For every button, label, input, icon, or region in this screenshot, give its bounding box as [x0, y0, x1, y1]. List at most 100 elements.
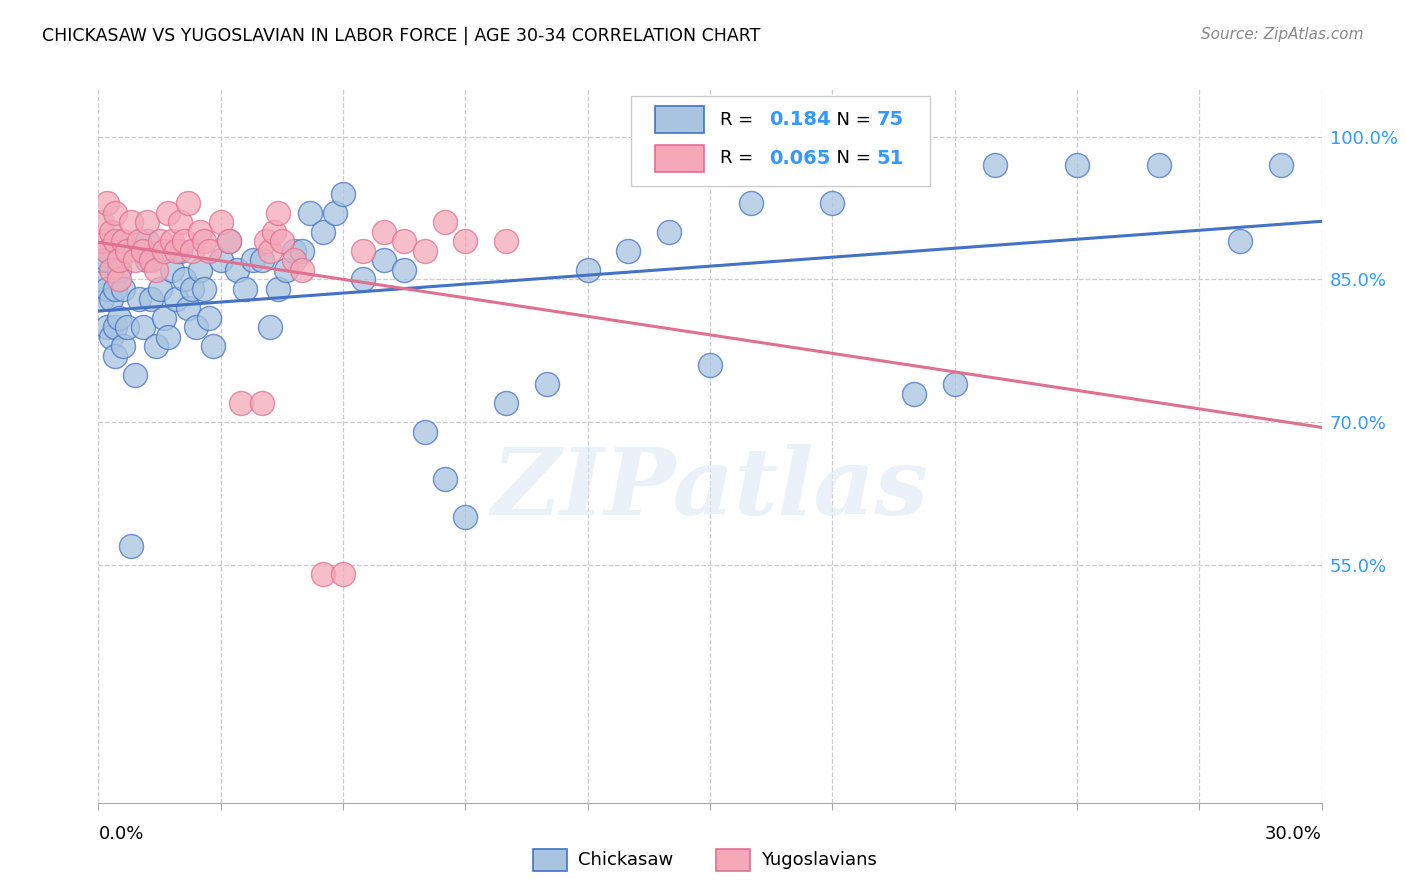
Point: [104, 206, 127, 220]
Point: [254, 235, 277, 249]
Point: [141, 253, 163, 268]
Point: [984, 158, 1007, 172]
Point: [91, 272, 114, 286]
Text: Chickasaw: Chickasaw: [578, 851, 673, 869]
Point: [250, 396, 273, 410]
Point: [104, 235, 127, 249]
Point: [104, 349, 127, 363]
Point: [173, 272, 195, 286]
Point: [283, 244, 305, 258]
Point: [495, 396, 517, 410]
Point: [96, 320, 118, 334]
Point: [149, 282, 172, 296]
Point: [454, 510, 477, 524]
Point: [270, 235, 294, 249]
Point: [1066, 158, 1088, 172]
Text: R =: R =: [720, 150, 759, 168]
Point: [188, 263, 212, 277]
FancyBboxPatch shape: [630, 96, 931, 186]
Point: [1229, 235, 1251, 249]
Point: [193, 282, 215, 296]
Point: [780, 158, 803, 172]
Point: [1270, 158, 1292, 172]
Point: [283, 253, 305, 268]
Point: [100, 292, 122, 306]
Point: [209, 253, 232, 268]
Point: [120, 539, 142, 553]
Point: [96, 196, 118, 211]
Point: [617, 244, 640, 258]
Point: [274, 263, 297, 277]
Point: [111, 339, 134, 353]
Point: [111, 235, 134, 249]
Point: [169, 215, 191, 229]
FancyBboxPatch shape: [533, 849, 567, 871]
Point: [108, 253, 131, 268]
Point: [740, 196, 762, 211]
Point: [128, 235, 150, 249]
Point: [111, 282, 134, 296]
Point: [120, 215, 142, 229]
Text: CHICKASAW VS YUGOSLAVIAN IN LABOR FORCE | AGE 30-34 CORRELATION CHART: CHICKASAW VS YUGOSLAVIAN IN LABOR FORCE …: [42, 27, 761, 45]
Point: [104, 282, 127, 296]
Point: [821, 196, 844, 211]
Point: [136, 235, 159, 249]
Point: [91, 253, 114, 268]
Point: [291, 244, 314, 258]
Point: [115, 320, 138, 334]
Point: [108, 263, 131, 277]
Point: [188, 225, 212, 239]
Point: [156, 329, 179, 343]
Point: [197, 244, 219, 258]
Point: [536, 377, 558, 392]
Point: [132, 244, 155, 258]
Point: [115, 244, 138, 258]
Point: [352, 244, 374, 258]
Point: [434, 472, 457, 486]
Point: [96, 244, 118, 258]
Point: [145, 263, 167, 277]
Point: [160, 263, 183, 277]
Point: [233, 282, 256, 296]
Point: [160, 235, 183, 249]
Point: [136, 253, 159, 268]
Text: Source: ZipAtlas.com: Source: ZipAtlas.com: [1201, 27, 1364, 42]
Point: [141, 292, 163, 306]
Text: 75: 75: [876, 111, 904, 129]
Point: [576, 263, 599, 277]
Point: [152, 310, 174, 325]
Point: [186, 320, 208, 334]
Point: [201, 339, 224, 353]
Point: [91, 215, 114, 229]
Point: [259, 320, 281, 334]
Point: [156, 206, 179, 220]
Point: [165, 292, 187, 306]
Text: 51: 51: [876, 149, 904, 168]
Point: [332, 567, 354, 582]
Point: [454, 235, 477, 249]
Point: [108, 272, 131, 286]
Point: [128, 292, 150, 306]
Point: [165, 244, 187, 258]
Point: [392, 235, 416, 249]
Point: [352, 272, 374, 286]
Point: [177, 196, 200, 211]
Point: [218, 235, 240, 249]
Point: [100, 263, 122, 277]
Point: [197, 310, 219, 325]
Point: [173, 235, 195, 249]
Point: [299, 206, 322, 220]
Point: [193, 235, 215, 249]
Point: [124, 368, 146, 382]
Point: [434, 215, 457, 229]
Point: [91, 292, 114, 306]
Point: [259, 244, 281, 258]
Point: [91, 235, 114, 249]
Point: [903, 386, 925, 401]
Point: [413, 425, 436, 439]
Point: [943, 377, 966, 392]
Text: 0.0%: 0.0%: [98, 825, 143, 843]
Point: [100, 329, 122, 343]
Text: 0.065: 0.065: [769, 149, 830, 168]
Point: [291, 263, 314, 277]
